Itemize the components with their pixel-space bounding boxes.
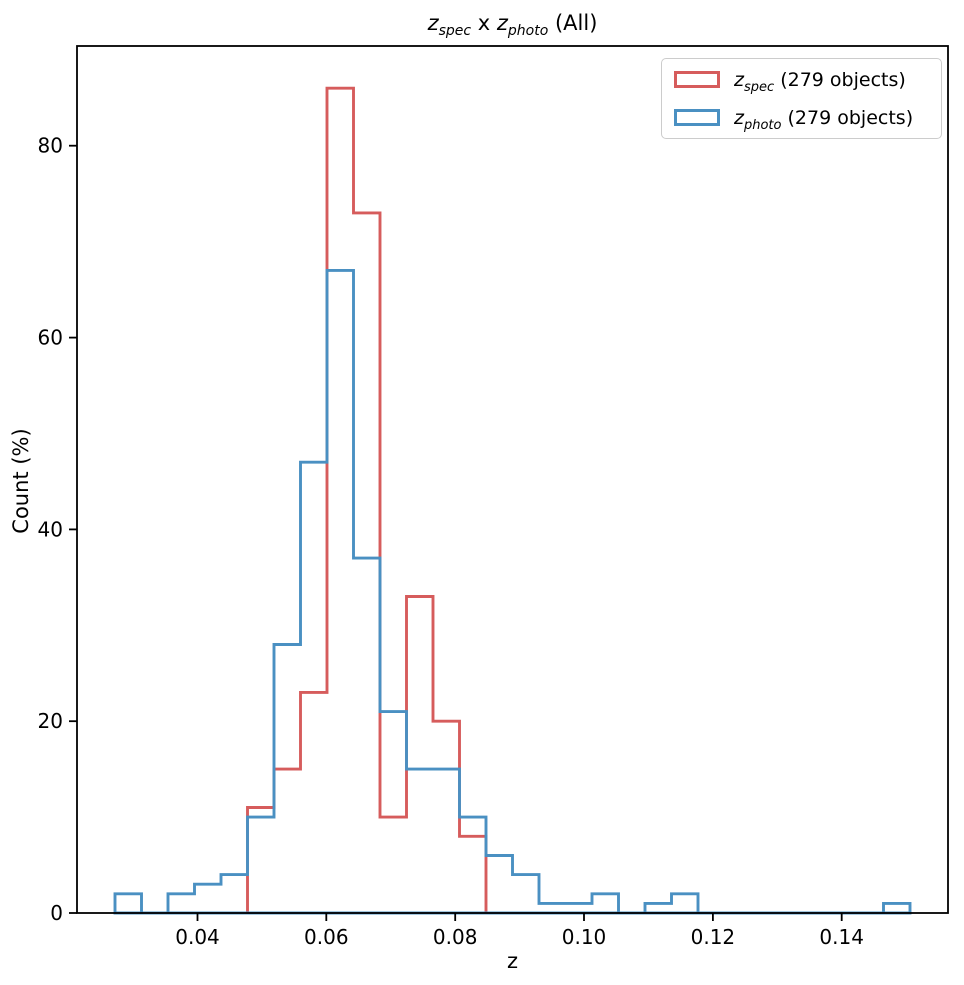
axes-frame — [76, 45, 949, 914]
y-axis-label: Count (%) — [9, 428, 33, 534]
x-tick-label: 0.06 — [304, 925, 349, 949]
legend-entry-zphoto: zphoto (279 objects) — [674, 106, 929, 133]
x-axis-label: z — [506, 949, 519, 973]
title-var-zspec: z — [427, 11, 439, 35]
y-tick-label: 60 — [38, 326, 63, 350]
x-tick-label: 0.10 — [562, 925, 607, 949]
chart-title: zspec x zphoto (All) — [77, 11, 948, 38]
title-suffix: (All) — [548, 11, 598, 35]
title-sub-spec: spec — [438, 23, 472, 40]
zphoto-swatch-icon — [674, 109, 720, 126]
y-tick-label: 0 — [50, 901, 63, 925]
zphoto-histogram-outline — [113, 268, 912, 915]
x-tick-label: 0.12 — [691, 925, 736, 949]
zspec-swatch-icon — [674, 71, 720, 88]
legend-label-zspec: zspec (279 objects) — [734, 68, 906, 95]
title-mid: x — [471, 11, 497, 35]
legend-label-zphoto: zphoto (279 objects) — [734, 106, 914, 133]
y-tick-label: 20 — [38, 709, 63, 733]
y-tick-label: 40 — [38, 517, 63, 541]
x-tick-label: 0.04 — [175, 925, 220, 949]
legend-entry-zspec: zspec (279 objects) — [674, 68, 929, 95]
title-sub-photo: photo — [507, 23, 549, 40]
y-tick-label: 80 — [38, 134, 63, 158]
title-var-zphoto: z — [496, 11, 508, 35]
x-tick-label: 0.08 — [433, 925, 478, 949]
x-tick-label: 0.14 — [819, 925, 864, 949]
zspec-histogram-outline — [115, 86, 910, 915]
legend: zspec (279 objects) zphoto (279 objects) — [661, 58, 942, 139]
